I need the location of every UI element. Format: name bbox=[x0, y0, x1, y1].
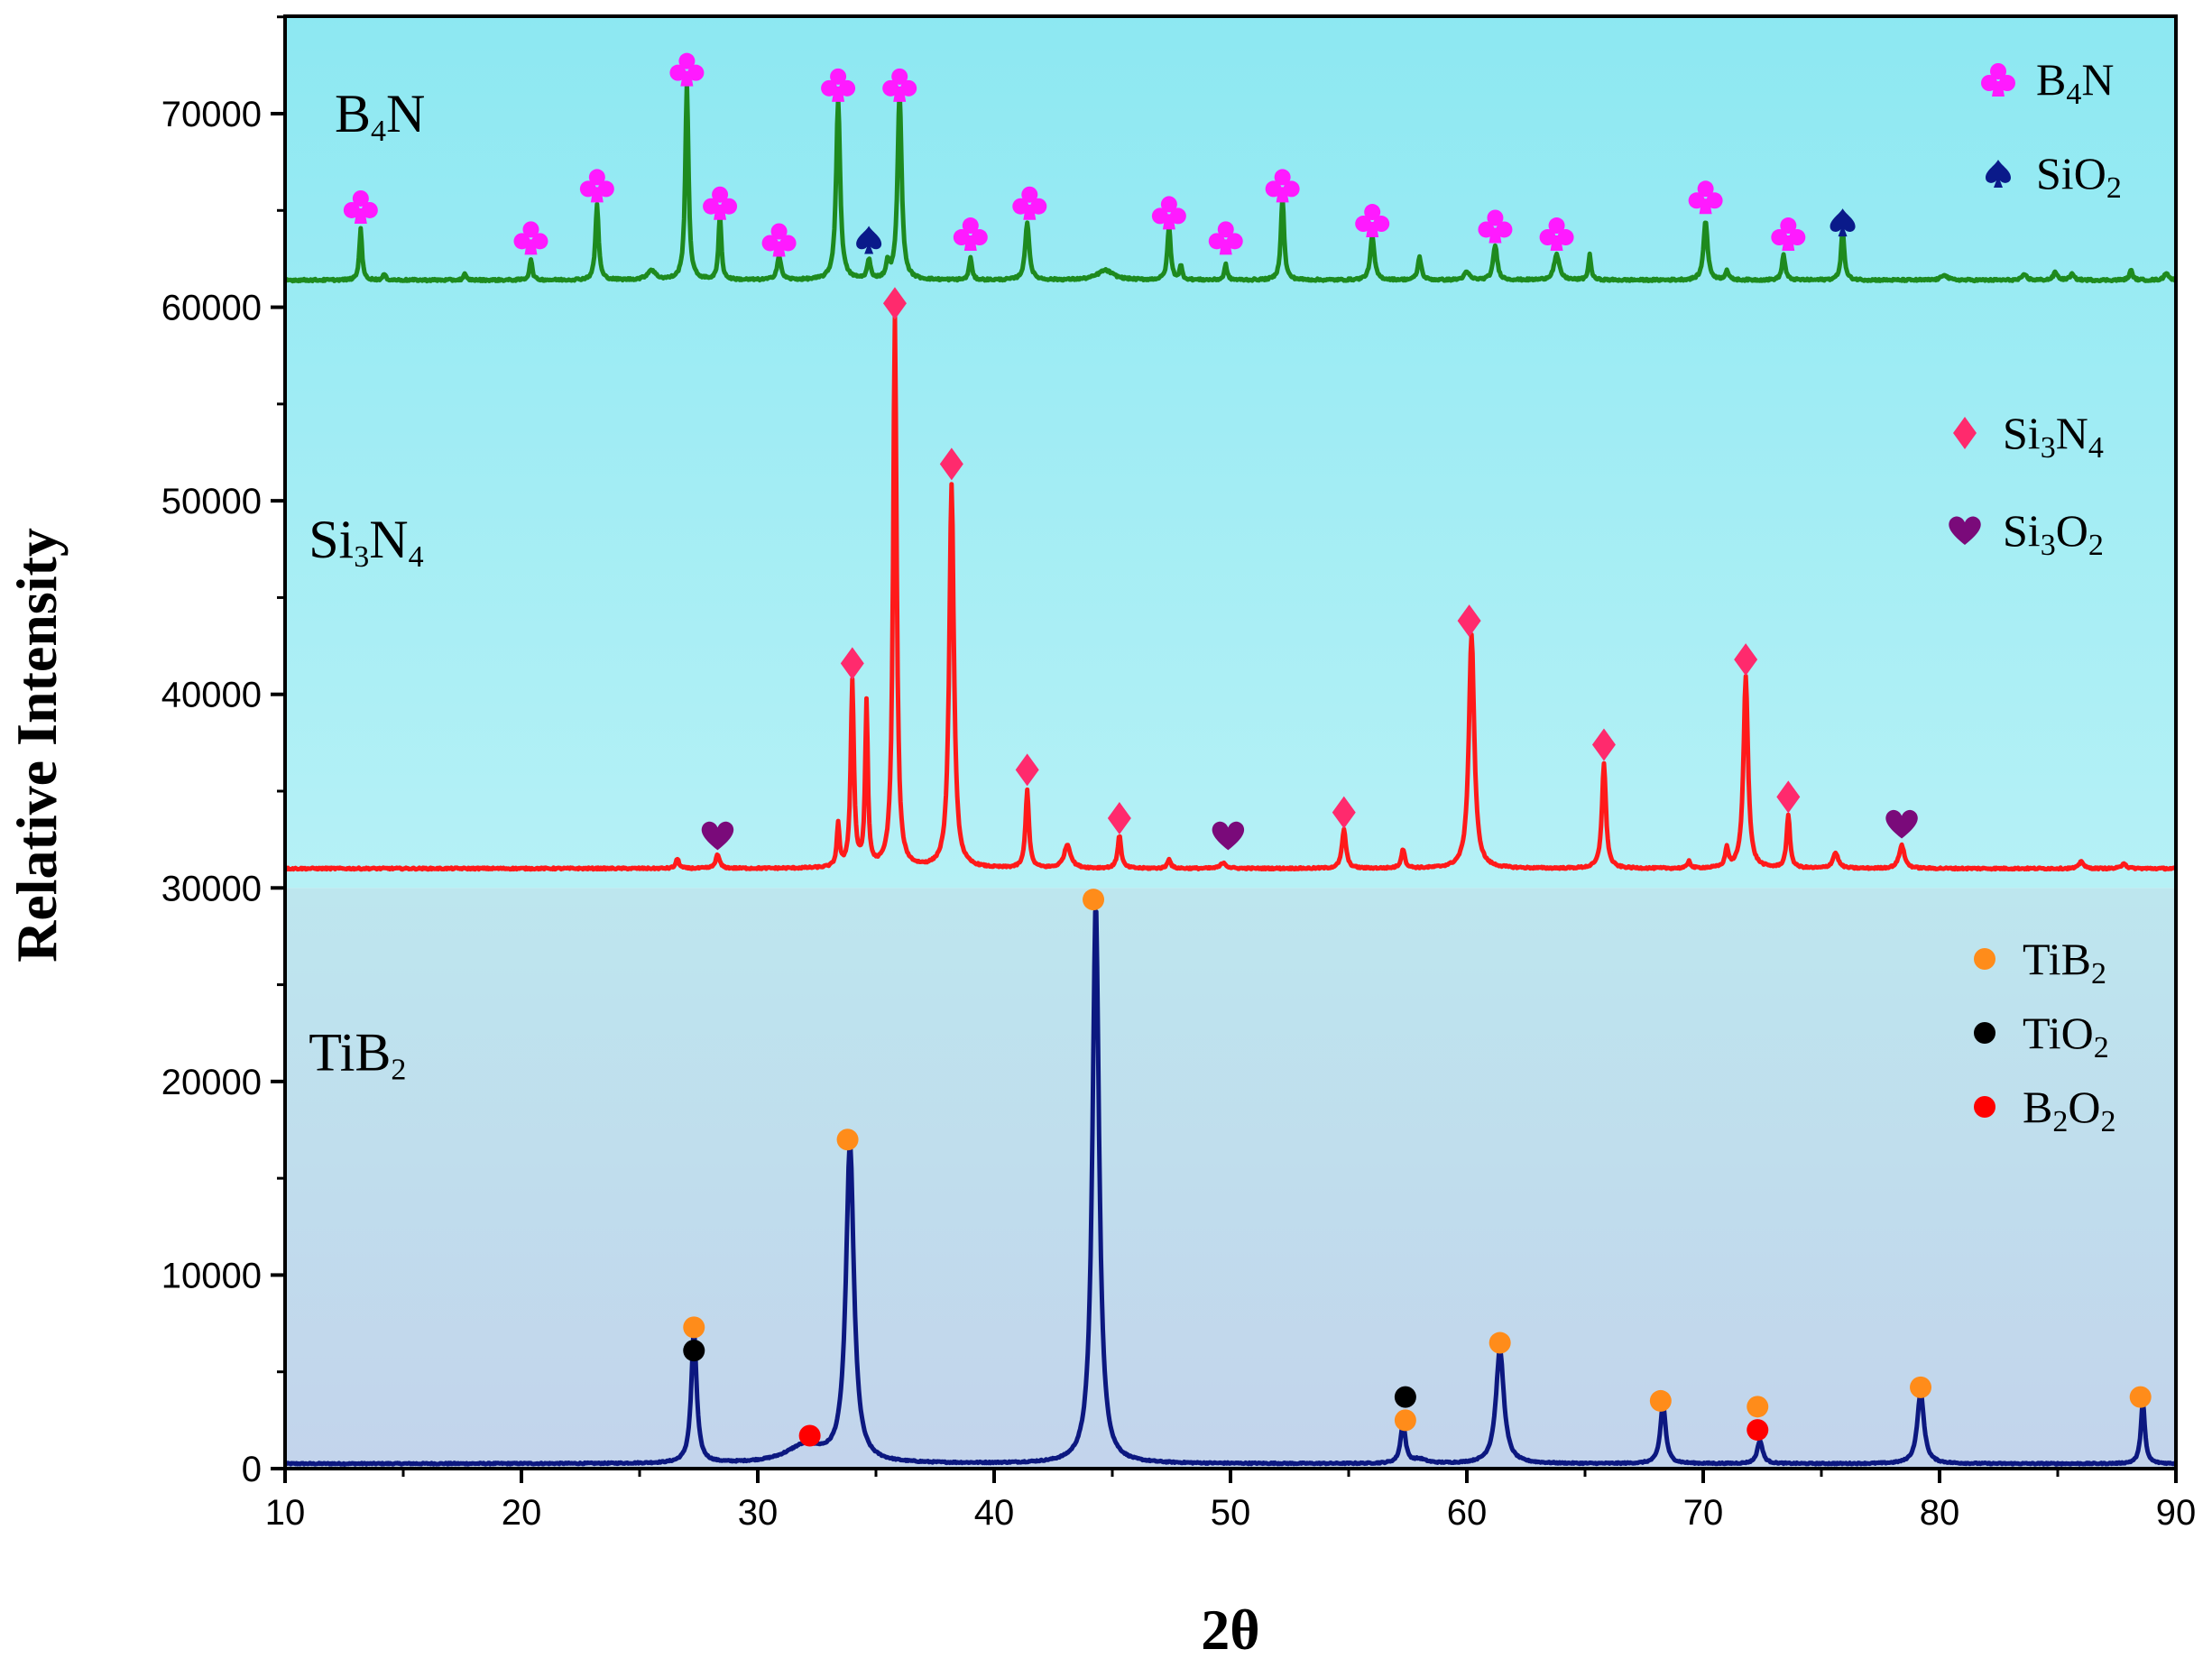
si3n4-peak-marker-diamond-5 bbox=[1107, 802, 1131, 835]
tib2-peak-marker-circle-8 bbox=[1649, 1389, 1672, 1412]
tib2-peak-marker-circle-0 bbox=[683, 1316, 705, 1339]
tib2-pattern-line bbox=[285, 908, 2176, 1467]
b4n-peak-marker-club-11 bbox=[1151, 196, 1186, 230]
x-axis-title: 2θ bbox=[1201, 1598, 1259, 1662]
band-lower bbox=[285, 888, 2176, 1469]
b4n-peak-marker-club-2 bbox=[579, 169, 614, 203]
si3n4-peak-marker-heart-12 bbox=[1885, 809, 1918, 839]
legend-tib2-label-1: TiO2 bbox=[2023, 1008, 2109, 1064]
legend-tib2-label-2: B2O2 bbox=[2023, 1082, 2115, 1138]
legend-si3n4-label-1: Si3O2 bbox=[2003, 505, 2104, 562]
x-tick-label: 90 bbox=[2156, 1493, 2197, 1533]
x-tick-label: 10 bbox=[265, 1493, 306, 1533]
b4n-peak-marker-club-8 bbox=[882, 68, 917, 102]
tib2-peak-marker-circle-12 bbox=[2129, 1386, 2152, 1408]
tib2-peak-marker-circle-5 bbox=[1394, 1386, 1416, 1408]
plot-background bbox=[285, 16, 2176, 1469]
x-tick-label: 70 bbox=[1683, 1493, 1724, 1533]
x-tick-label: 60 bbox=[1447, 1493, 1488, 1533]
b4n-peak-marker-club-15 bbox=[1478, 209, 1513, 244]
x-tick-label: 80 bbox=[1920, 1493, 1960, 1533]
b4n-peak-marker-club-14 bbox=[1355, 204, 1390, 238]
b4n-peak-marker-spade-7 bbox=[856, 226, 882, 254]
si3n4-peak-marker-diamond-3 bbox=[939, 447, 963, 481]
tib2-peak-marker-circle-3 bbox=[836, 1129, 859, 1151]
tib2-peak-marker-circle-1 bbox=[683, 1340, 705, 1362]
x-tick-label: 40 bbox=[974, 1493, 1015, 1533]
b4n-peak-marker-club-10 bbox=[1012, 186, 1047, 220]
tib2-peak-marker-circle-9 bbox=[1747, 1396, 1769, 1418]
b4n-peak-marker-club-16 bbox=[1539, 217, 1574, 252]
y-axis-title: Relative Intensity bbox=[5, 528, 69, 963]
b4n-peak-marker-spade-19 bbox=[1830, 208, 1856, 237]
legend-b4n-label-0: B4N bbox=[2036, 54, 2114, 111]
sample-labels: B4N Si3N4 TiB2 bbox=[309, 84, 425, 1086]
si3n4-peak-marker-diamond-8 bbox=[1457, 604, 1481, 638]
label-b4n: B4N bbox=[335, 84, 425, 148]
tib2-peak-marker-circle-11 bbox=[1910, 1376, 1932, 1398]
axes: 10 20 30 40 50 60 70 80 90 0 10000 20000 30000 40000 5… bbox=[161, 14, 2197, 1533]
legend-b4n-label-1: SiO2 bbox=[2036, 148, 2122, 205]
b4n-peak-marker-club-0 bbox=[343, 189, 378, 224]
legend-tib2-symbol-0 bbox=[1974, 948, 1995, 970]
b4n-peak-marker-club-17 bbox=[1688, 180, 1723, 215]
marker-layer bbox=[343, 52, 2152, 1447]
x-tick-label: 20 bbox=[502, 1493, 542, 1533]
x-tick-label: 50 bbox=[1211, 1493, 1251, 1533]
b4n-peak-marker-club-6 bbox=[821, 68, 856, 102]
y-tick-label: 40000 bbox=[161, 676, 262, 715]
legends: B4N SiO2 Si3N4 Si3O2 TiB2 TiO2 B2O2 bbox=[1949, 54, 2122, 1138]
si3n4-peak-marker-heart-6 bbox=[1212, 821, 1245, 851]
x-tick-label: 30 bbox=[738, 1493, 779, 1533]
si3n4-peak-marker-diamond-9 bbox=[1591, 728, 1616, 761]
y-tick-label: 60000 bbox=[161, 289, 262, 328]
legend-tib2-label-0: TiB2 bbox=[2023, 934, 2106, 991]
band-upper bbox=[285, 16, 2176, 889]
legend-tib2-symbol-2 bbox=[1974, 1096, 1995, 1118]
si3n4-peak-marker-diamond-10 bbox=[1734, 643, 1758, 677]
legend-b4n-symbol-1 bbox=[1986, 160, 2011, 188]
y-tick-label: 30000 bbox=[161, 869, 262, 908]
b4n-peak-marker-club-4 bbox=[703, 186, 738, 220]
si3n4-peak-marker-diamond-11 bbox=[1776, 780, 1801, 814]
tib2-peak-marker-circle-2 bbox=[798, 1424, 821, 1447]
y-tick-label: 10000 bbox=[161, 1256, 262, 1295]
si3n4-peak-marker-diamond-2 bbox=[882, 287, 907, 320]
b4n-peak-marker-club-3 bbox=[669, 52, 705, 87]
si3n4-peak-marker-diamond-1 bbox=[840, 647, 864, 680]
si3n4-peak-marker-diamond-4 bbox=[1015, 753, 1039, 787]
y-tick-label: 20000 bbox=[161, 1063, 262, 1102]
si3n4-pattern-line bbox=[285, 314, 2176, 872]
tib2-peak-marker-circle-6 bbox=[1394, 1409, 1416, 1432]
si3n4-peak-marker-heart-0 bbox=[701, 821, 734, 851]
b4n-peak-marker-club-5 bbox=[761, 223, 797, 257]
label-tib2: TiB2 bbox=[309, 1023, 406, 1087]
si3n4-peak-marker-diamond-7 bbox=[1332, 796, 1356, 829]
legend-b4n-symbol-0 bbox=[1981, 63, 2015, 97]
b4n-peak-marker-club-13 bbox=[1265, 169, 1300, 203]
legend-tib2-symbol-1 bbox=[1974, 1022, 1995, 1044]
legend-si3n4-symbol-1 bbox=[1949, 516, 1981, 545]
y-tick-label: 0 bbox=[242, 1450, 262, 1489]
b4n-peak-marker-club-9 bbox=[953, 217, 988, 252]
series-layer bbox=[285, 79, 2176, 1467]
legend-si3n4-label-0: Si3N4 bbox=[2003, 408, 2104, 465]
b4n-peak-marker-club-1 bbox=[513, 221, 548, 255]
tib2-peak-marker-circle-4 bbox=[1083, 889, 1105, 911]
tib2-peak-marker-circle-10 bbox=[1747, 1419, 1769, 1442]
y-tick-label: 70000 bbox=[161, 95, 262, 134]
tib2-peak-marker-circle-7 bbox=[1488, 1331, 1511, 1354]
b4n-peak-marker-club-18 bbox=[1771, 217, 1806, 252]
label-si3n4: Si3N4 bbox=[309, 510, 423, 574]
y-tick-label: 50000 bbox=[161, 482, 262, 521]
legend-si3n4-symbol-0 bbox=[1953, 417, 1977, 449]
b4n-pattern-line bbox=[285, 79, 2176, 284]
b4n-peak-marker-club-12 bbox=[1208, 221, 1243, 255]
